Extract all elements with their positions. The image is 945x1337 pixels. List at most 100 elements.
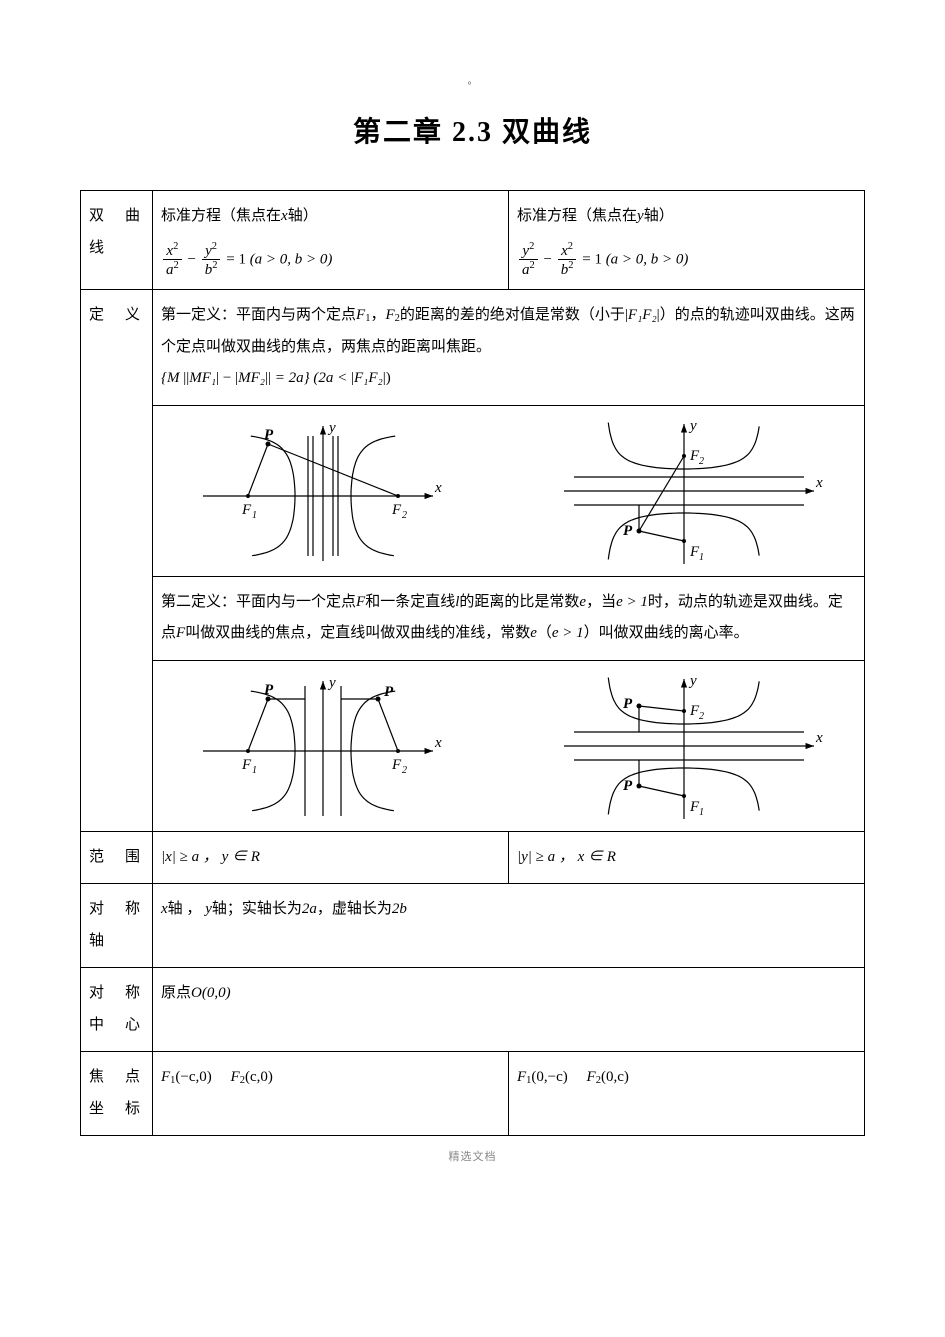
text: （ xyxy=(537,625,552,641)
svg-text:P: P xyxy=(623,696,633,712)
var-F: F xyxy=(176,625,185,641)
svg-text:F: F xyxy=(241,502,252,518)
svg-text:y: y xyxy=(327,420,336,436)
table-row: 双曲线 标准方程（焦点在x轴） x2a2 − y2b2 = 1 (a > 0, … xyxy=(81,191,865,290)
text: 轴） xyxy=(644,208,674,224)
cell-def2-diagrams: xyF1F2PP xyF2F1PP xyxy=(153,660,865,831)
var-F1: F1 xyxy=(356,307,370,323)
text: 叫做双曲线的焦点，定直线叫做双曲线的准线，常数 xyxy=(185,625,530,641)
text: ，虚轴长为 xyxy=(317,901,392,917)
svg-text:2: 2 xyxy=(402,510,407,521)
footer-text: 精选文档 xyxy=(80,1148,865,1164)
table-row: 第二定义：平面内与一个定点F和一条定直线l的距离的比是常数e，当e > 1时，动… xyxy=(81,576,865,660)
text: ， xyxy=(370,307,385,323)
abs-F1F2: |F₁F₂| xyxy=(625,307,660,323)
text: 的距离的比是常数 xyxy=(459,594,579,610)
cell-sym-axis: x轴 ， y轴；实轴长为2a，虚轴长为2b xyxy=(153,884,865,968)
text: 标准方程（焦点在 xyxy=(517,208,637,224)
page-title: 第二章 2.3 双曲线 xyxy=(80,110,865,150)
focus-2: F2(0,c) xyxy=(587,1069,629,1085)
row-label-sym-axis: 对称轴 xyxy=(81,884,153,968)
text: ）叫做双曲线的离心率。 xyxy=(584,625,749,641)
row-label-sym-center: 对称中心 xyxy=(81,968,153,1052)
svg-text:1: 1 xyxy=(699,807,704,818)
text: 第二定义：平面内与一个定点 xyxy=(161,594,356,610)
table-row: xyF1F2PP xyF2F1PP xyxy=(81,660,865,831)
svg-text:P: P xyxy=(264,427,274,443)
text: ，当 xyxy=(586,594,616,610)
svg-text:y: y xyxy=(688,673,697,689)
svg-text:y: y xyxy=(688,418,697,434)
svg-text:1: 1 xyxy=(252,765,257,776)
var-x: x xyxy=(161,901,168,917)
table-row: 定义 第一定义：平面内与两个定点F1，F2的距离的差的绝对值是常数（小于|F₁F… xyxy=(81,290,865,406)
cell-def1-diagrams: xyF1F2P xyF2F1P xyxy=(153,405,865,576)
cell-focus-y: F1(0,−c) F2(0,c) xyxy=(509,1052,865,1136)
text: 原点 xyxy=(161,985,191,1001)
row-label-range: 范围 xyxy=(81,831,153,884)
svg-text:F: F xyxy=(241,757,252,773)
svg-text:x: x xyxy=(815,730,823,746)
imag-axis: 2b xyxy=(392,901,407,917)
var-F: F xyxy=(356,594,365,610)
svg-text:P: P xyxy=(623,778,633,794)
def1-set: {M ||MF₁| − |MF₂|| = 2a} (2a < |F₁F₂|) xyxy=(161,363,856,395)
diagram-horizontal-2: xyF1F2PP xyxy=(183,671,463,821)
header-dot: 。 xyxy=(468,72,478,87)
hyperbola-table: 双曲线 标准方程（焦点在x轴） x2a2 − y2b2 = 1 (a > 0, … xyxy=(80,190,865,1136)
diagram-vertical-2: xyF2F1PP xyxy=(554,671,834,821)
text: 轴；实轴长为 xyxy=(212,901,302,917)
cell-focus-x: F1(−c,0) F2(c,0) xyxy=(153,1052,509,1136)
var-y: y xyxy=(205,901,212,917)
row-label-focus: 焦点坐标 xyxy=(81,1052,153,1136)
diagram-vertical-1: xyF2F1P xyxy=(554,416,834,566)
cell-eq-y: 标准方程（焦点在y轴） y2a2 − x2b2 = 1 (a > 0, b > … xyxy=(509,191,865,290)
table-row: 焦点坐标 F1(−c,0) F2(c,0) F1(0,−c) F2(0,c) xyxy=(81,1052,865,1136)
range-y: |y| ≥ a ， x ∈ R xyxy=(517,849,616,865)
svg-text:P: P xyxy=(384,684,394,700)
svg-text:1: 1 xyxy=(252,510,257,521)
text: 标准方程（焦点在 xyxy=(161,208,281,224)
svg-text:P: P xyxy=(264,682,274,698)
row-label-equation: 双曲线 xyxy=(81,191,153,290)
cell-def2-text: 第二定义：平面内与一个定点F和一条定直线l的距离的比是常数e，当e > 1时，动… xyxy=(153,576,865,660)
real-axis: 2a xyxy=(302,901,317,917)
focus-1: F1(0,−c) xyxy=(517,1069,568,1085)
diagram-horizontal-1: xyF1F2P xyxy=(183,416,463,566)
table-row: 对称轴 x轴 ， y轴；实轴长为2a，虚轴长为2b xyxy=(81,884,865,968)
range-x: |x| ≥ a ， y ∈ R xyxy=(161,849,260,865)
cond-e: e > 1 xyxy=(616,594,648,610)
table-row: 范围 |x| ≥ a ， y ∈ R |y| ≥ a ， x ∈ R xyxy=(81,831,865,884)
svg-text:2: 2 xyxy=(699,711,704,722)
cell-eq-x: 标准方程（焦点在x轴） x2a2 − y2b2 = 1 (a > 0, b > … xyxy=(153,191,509,290)
text: 的距离的差的绝对值是常数（小于 xyxy=(400,307,625,323)
condition: (a > 0, b > 0) xyxy=(606,251,689,267)
svg-text:P: P xyxy=(623,523,633,539)
svg-text:2: 2 xyxy=(699,456,704,467)
text: 第一定义：平面内与两个定点 xyxy=(161,307,356,323)
svg-text:2: 2 xyxy=(402,765,407,776)
text: 轴 ， xyxy=(168,901,202,917)
var-e: e xyxy=(530,625,537,641)
equation-x: x2a2 − y2b2 = 1 (a > 0, b > 0) xyxy=(161,241,500,280)
var-y: y xyxy=(637,208,644,224)
svg-text:1: 1 xyxy=(699,552,704,563)
text: 轴） xyxy=(288,208,318,224)
var-F2: F2 xyxy=(385,307,399,323)
cell-range-x: |x| ≥ a ， y ∈ R xyxy=(153,831,509,884)
origin: O(0,0) xyxy=(191,985,231,1001)
svg-text:F: F xyxy=(391,757,402,773)
page: 。 第二章 2.3 双曲线 双曲线 标准方程（焦点在x轴） x2a2 − y2b… xyxy=(0,0,945,1204)
svg-text:x: x xyxy=(815,475,823,491)
equation-y: y2a2 − x2b2 = 1 (a > 0, b > 0) xyxy=(517,241,856,280)
svg-text:x: x xyxy=(434,480,442,496)
svg-text:x: x xyxy=(434,735,442,751)
svg-text:y: y xyxy=(327,675,336,691)
table-row: 对称中心 原点O(0,0) xyxy=(81,968,865,1052)
focus-1: F1(−c,0) xyxy=(161,1069,212,1085)
svg-text:F: F xyxy=(391,502,402,518)
table-row: xyF1F2P xyF2F1P xyxy=(81,405,865,576)
var-x: x xyxy=(281,208,288,224)
condition: (a > 0, b > 0) xyxy=(250,251,333,267)
cell-sym-center: 原点O(0,0) xyxy=(153,968,865,1052)
